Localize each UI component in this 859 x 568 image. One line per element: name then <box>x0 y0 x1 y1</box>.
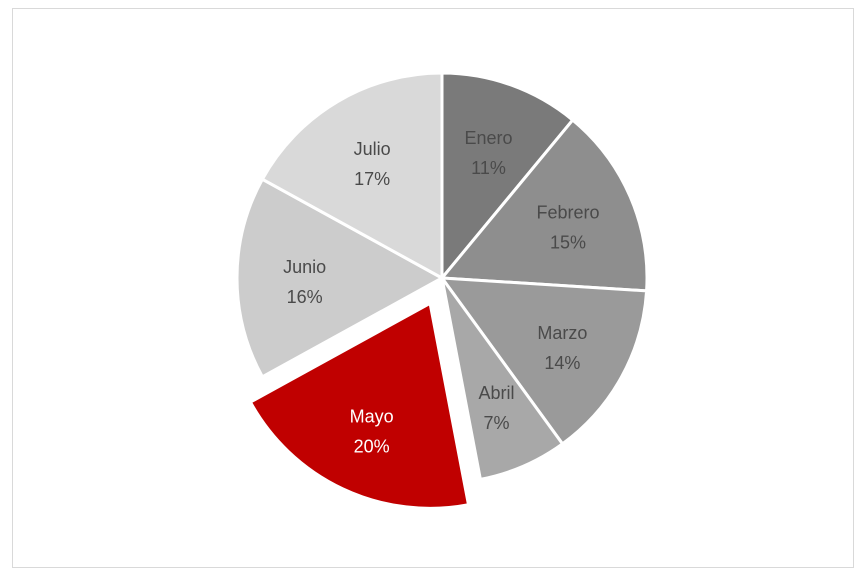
slice-label-mayo: Mayo <box>350 407 394 427</box>
pie-slice-febrero <box>438 117 649 293</box>
slice-label-abril: Abril <box>479 383 515 403</box>
slice-label-marzo: Marzo <box>537 323 587 343</box>
pie-slice-abril <box>440 277 565 482</box>
pie-slices <box>235 71 649 510</box>
slice-label-enero: Enero <box>465 128 513 148</box>
pie-chart: Enero 11% Febrero 15% Marzo 14% Abril 7% Mayo 20%… <box>235 71 649 510</box>
slice-label-julio: Julio <box>354 139 391 159</box>
slice-label-junio: Junio <box>283 257 326 277</box>
pie-slice-julio <box>260 71 444 281</box>
pie-labels: Enero 11% Febrero 15% Marzo 14% Abril 7% Mayo 20%… <box>283 128 599 457</box>
pie-slice-mayo <box>248 301 471 510</box>
slice-value-febrero: 15% <box>550 232 586 252</box>
slice-value-marzo: 14% <box>544 353 580 373</box>
slice-value-enero: 11% <box>471 158 506 178</box>
slice-value-julio: 17% <box>354 169 390 189</box>
pie-slice-enero <box>440 71 575 283</box>
slice-value-abril: 7% <box>484 413 510 433</box>
pie-slice-junio <box>235 177 446 379</box>
slice-label-febrero: Febrero <box>537 202 600 222</box>
slice-value-mayo: 20% <box>354 437 390 457</box>
pie-slice-marzo <box>438 276 649 446</box>
slice-value-junio: 16% <box>287 287 323 307</box>
